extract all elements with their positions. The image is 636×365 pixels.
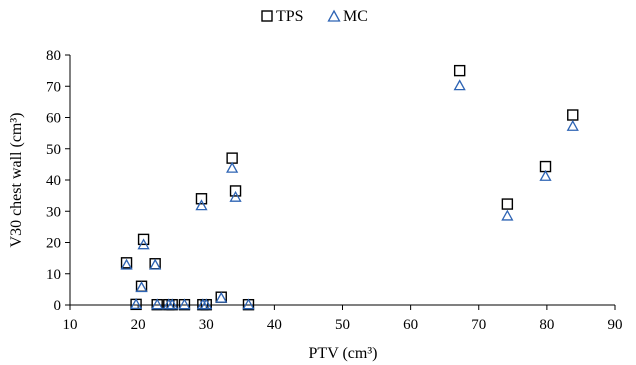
data-point-tps bbox=[226, 152, 238, 164]
data-point-mc bbox=[166, 298, 179, 310]
data-point-tps bbox=[501, 198, 514, 210]
axes bbox=[65, 54, 616, 310]
data-point-mc bbox=[195, 199, 208, 211]
data-point-tps bbox=[195, 193, 208, 205]
y-tick-label: 40 bbox=[46, 173, 61, 189]
data-point-tps bbox=[453, 64, 466, 77]
data-point-mc bbox=[566, 119, 579, 131]
y-tick-label: 50 bbox=[46, 142, 61, 158]
legend-tps-marker bbox=[261, 10, 273, 22]
data-points bbox=[120, 64, 579, 311]
x-tick-label: 30 bbox=[199, 317, 214, 333]
data-point-mc bbox=[229, 190, 242, 202]
data-point-mc bbox=[129, 298, 143, 310]
x-tick-label: 80 bbox=[539, 317, 554, 333]
data-point-mc bbox=[135, 281, 148, 293]
legend-mc-label: MC bbox=[343, 8, 368, 25]
legend-tps-label: TPS bbox=[276, 8, 304, 25]
y-tick-label: 30 bbox=[46, 204, 61, 220]
data-point-tps bbox=[229, 185, 242, 197]
x-axis-label: PTV (cm³) bbox=[309, 345, 378, 362]
x-tick-label: 20 bbox=[131, 317, 146, 333]
y-tick-label: 10 bbox=[46, 267, 61, 283]
data-point-mc bbox=[151, 298, 164, 310]
y-tick-label: 0 bbox=[54, 298, 62, 314]
x-tick-label: 40 bbox=[267, 317, 282, 333]
data-point-mc bbox=[200, 298, 213, 310]
data-point-mc bbox=[242, 298, 255, 310]
y-tick-label: 20 bbox=[46, 236, 61, 252]
data-point-tps bbox=[567, 109, 579, 121]
data-point-tps bbox=[137, 233, 150, 246]
x-tick-label: 60 bbox=[403, 317, 418, 333]
data-point-mc bbox=[501, 209, 514, 221]
legend-mc-marker bbox=[327, 9, 341, 22]
y-tick-label: 70 bbox=[46, 79, 61, 95]
data-point-mc bbox=[215, 291, 228, 303]
y-axis-label: V30 chest wall (cm³) bbox=[8, 113, 25, 248]
data-point-mc bbox=[453, 79, 466, 91]
y-tick-label: 80 bbox=[46, 48, 61, 64]
data-point-mc bbox=[539, 169, 552, 181]
data-point-mc bbox=[137, 238, 150, 250]
data-point-mc bbox=[149, 258, 162, 270]
data-point-mc bbox=[178, 298, 191, 310]
x-tick-label: 10 bbox=[63, 317, 78, 333]
data-point-mc bbox=[120, 258, 133, 270]
x-tick-label: 50 bbox=[335, 317, 350, 333]
y-axis-title: V30 chest wall (cm³) bbox=[8, 113, 25, 248]
data-point-tps bbox=[120, 257, 133, 269]
data-point-mc bbox=[226, 161, 239, 173]
y-tick-label: 60 bbox=[46, 111, 61, 127]
legend: TPS MC bbox=[261, 8, 368, 25]
x-tick-label: 70 bbox=[471, 317, 486, 333]
x-tick-label: 90 bbox=[608, 317, 623, 333]
